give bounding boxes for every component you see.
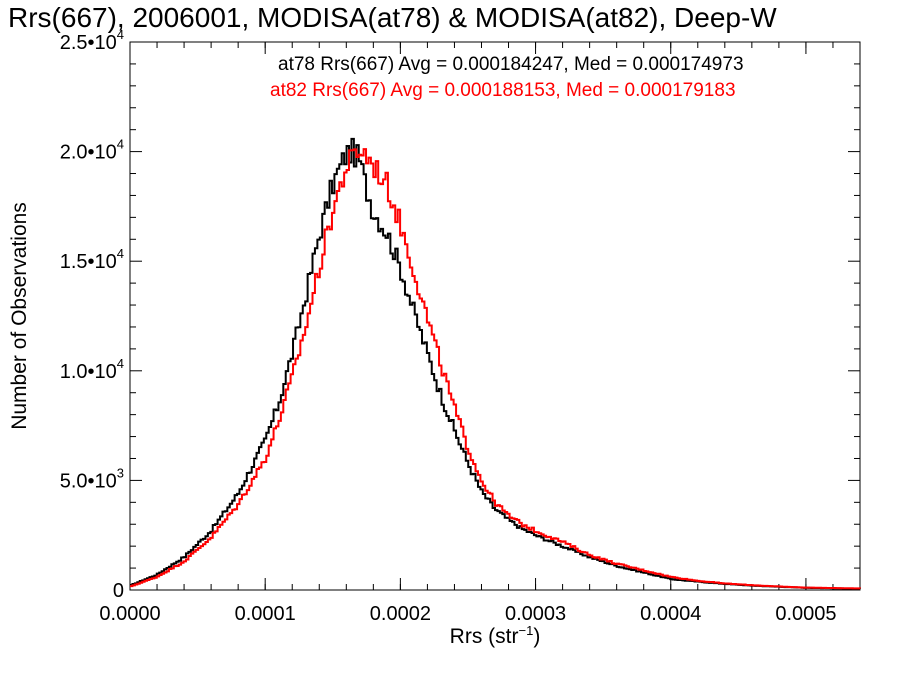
y-tick-label: 1.5•104 <box>60 246 124 273</box>
y-axis-label: Number of Observations <box>8 202 31 430</box>
x-tick-label: 0.0005 <box>775 603 836 625</box>
y-tick-label: 2.5•104 <box>60 27 124 54</box>
y-tick-exponent: 4 <box>117 27 124 42</box>
y-tick-mantissa: 0 <box>113 580 124 602</box>
x-tick-label: 0.0003 <box>505 603 566 625</box>
y-tick-label: 2.0•104 <box>60 137 124 164</box>
annotation-at82: at82 Rrs(667) Avg = 0.000188153, Med = 0… <box>270 80 736 101</box>
series-line-at82 <box>130 148 861 590</box>
y-tick-exponent: 4 <box>117 137 124 152</box>
series-line-at78 <box>130 137 861 590</box>
y-tick-label: 1.0•104 <box>60 356 124 383</box>
y-tick-mantissa: 1.0•10 <box>60 361 117 383</box>
y-tick-mantissa: 2.0•10 <box>60 142 117 164</box>
chart-title: Rrs(667), 2006001, MODISA(at78) & MODISA… <box>8 2 777 33</box>
y-tick-label: 0 <box>113 580 124 602</box>
x-tick-label: 0.0000 <box>99 603 160 625</box>
x-tick-label: 0.0004 <box>640 603 701 625</box>
y-tick-label: 5.0•103 <box>60 465 124 492</box>
series-layer <box>130 137 861 590</box>
y-tick-exponent: 4 <box>117 356 124 371</box>
y-tick-mantissa: 5.0•10 <box>60 470 117 492</box>
x-tick-label: 0.0002 <box>370 603 431 625</box>
y-tick-mantissa: 1.5•10 <box>60 251 117 273</box>
annotation-at78: at78 Rrs(667) Avg = 0.000184247, Med = 0… <box>278 54 744 75</box>
y-tick-mantissa: 2.5•10 <box>60 32 117 54</box>
x-axis-label: Rrs (str−1) <box>450 623 541 648</box>
plot-frame <box>129 41 861 591</box>
y-tick-exponent: 3 <box>117 465 124 480</box>
x-tick-label: 0.0001 <box>235 603 296 625</box>
y-tick-exponent: 4 <box>117 246 124 261</box>
